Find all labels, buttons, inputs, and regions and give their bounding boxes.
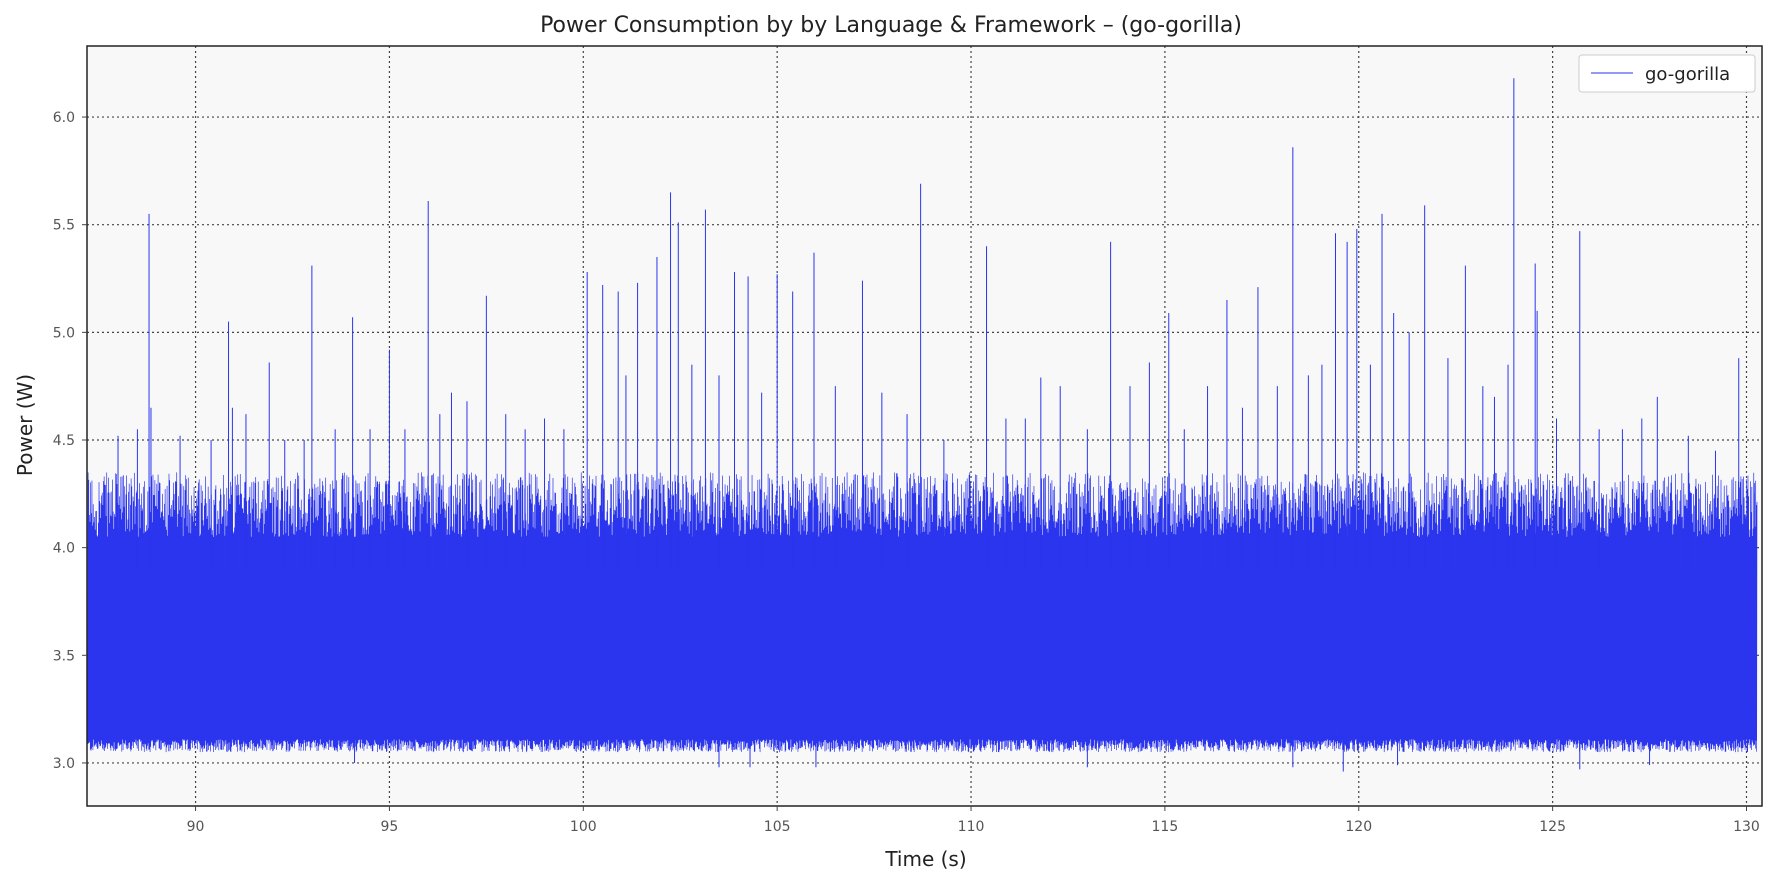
legend: go-gorilla bbox=[1578, 54, 1756, 93]
x-tick-label: 110 bbox=[958, 819, 985, 835]
y-tick-label: 3.5 bbox=[53, 648, 75, 664]
y-tick-label: 6.0 bbox=[53, 110, 75, 126]
x-tick-label: 105 bbox=[764, 819, 791, 835]
x-tick-label: 115 bbox=[1152, 819, 1179, 835]
legend-box bbox=[1578, 54, 1756, 93]
y-tick-label: 5.5 bbox=[53, 218, 75, 234]
y-tick-label: 4.5 bbox=[53, 433, 75, 449]
series-dense-band bbox=[92, 547, 1757, 738]
legend-label-go-gorilla: go-gorilla bbox=[1645, 64, 1730, 85]
plot-frame bbox=[86, 45, 1763, 807]
y-axis-ticks: 3.0 3.5 4.0 4.5 5.0 5.5 6.0 bbox=[53, 110, 87, 772]
x-tick-label: 130 bbox=[1733, 819, 1760, 835]
x-tick-label: 95 bbox=[381, 819, 399, 835]
x-axis-title: Time (s) bbox=[884, 847, 966, 871]
y-tick-label: 5.0 bbox=[53, 325, 75, 341]
x-tick-label: 120 bbox=[1345, 819, 1372, 835]
series-layer bbox=[87, 78, 1758, 772]
chart-title: Power Consumption by by Language & Frame… bbox=[540, 13, 1242, 38]
y-tick-label: 4.0 bbox=[53, 541, 75, 557]
x-tick-label: 90 bbox=[187, 819, 205, 835]
y-tick-label: 3.0 bbox=[53, 756, 75, 772]
x-axis-ticks: 90 95 100 105 110 115 120 125 130 bbox=[187, 806, 1760, 835]
y-axis-title: Power (W) bbox=[13, 374, 37, 476]
x-tick-label: 125 bbox=[1539, 819, 1566, 835]
x-tick-label: 100 bbox=[570, 819, 597, 835]
